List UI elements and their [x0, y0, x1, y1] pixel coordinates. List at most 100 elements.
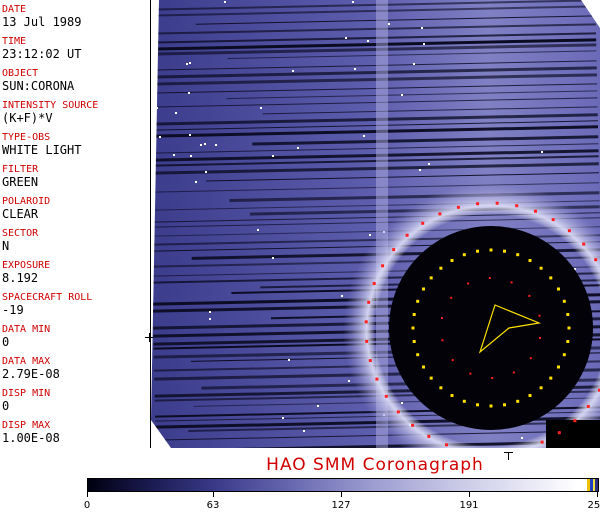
color-bar-overlay-swatch — [587, 479, 598, 491]
cosmic-ray-speck — [303, 430, 305, 432]
grid-mark — [405, 233, 409, 237]
cosmic-ray-speck — [224, 1, 226, 3]
cosmic-ray-speck — [352, 1, 354, 3]
metadata-value: N — [2, 239, 10, 253]
scan-streak — [151, 32, 597, 44]
grid-mark — [538, 314, 541, 317]
grid-mark — [445, 443, 448, 447]
metadata-label: FILTER — [2, 164, 39, 175]
grid-mark — [439, 266, 443, 270]
occulting-disk — [389, 226, 593, 430]
metadata-value: GREEN — [2, 175, 39, 189]
metadata-field: DISP MAX 1.00E-08 — [2, 420, 148, 445]
grid-mark — [451, 359, 454, 362]
scan-streak — [151, 66, 597, 79]
grid-mark — [441, 339, 444, 342]
scan-streak — [151, 23, 596, 35]
cosmic-ray-speck — [363, 135, 365, 137]
cosmic-ray-speck — [421, 27, 423, 29]
grid-mark — [516, 253, 520, 257]
grid-mark — [510, 281, 513, 284]
metadata-field: DATE 13 Jul 1989 — [2, 4, 148, 29]
scan-streak — [151, 120, 598, 131]
scan-streak — [151, 73, 597, 86]
cosmic-ray-speck — [151, 214, 153, 216]
metadata-value: 0 — [2, 335, 10, 349]
grid-mark — [429, 276, 433, 280]
occulter-grid-marks — [364, 201, 600, 447]
grid-mark — [567, 326, 571, 330]
cosmic-ray-speck — [173, 154, 175, 156]
grid-mark — [450, 296, 453, 299]
grid-mark — [441, 317, 443, 320]
cosmic-ray-speck — [369, 234, 371, 236]
grid-mark — [586, 404, 590, 408]
grid-mark — [411, 326, 415, 330]
grid-mark — [597, 388, 600, 392]
grid-mark — [469, 372, 472, 375]
metadata-field: EXPOSURE 8.192 — [2, 260, 148, 285]
grid-mark — [411, 423, 415, 427]
cosmic-ray-speck — [541, 151, 543, 153]
metadata-field: TYPE-OBS WHITE LIGHT — [2, 132, 148, 157]
grid-mark — [438, 212, 442, 216]
metadata-label: TIME — [2, 36, 27, 47]
metadata-field: DATA MAX 2.79E-08 — [2, 356, 148, 381]
color-bar-tick-label: 0 — [83, 500, 91, 511]
cosmic-ray-speck — [257, 229, 259, 231]
metadata-value: SUN:CORONA — [2, 79, 75, 93]
grid-mark — [416, 299, 420, 303]
color-bar-tick — [213, 492, 214, 497]
grid-mark — [462, 253, 466, 257]
metadata-value: 2.79E-08 — [2, 367, 60, 381]
metadata-value: -19 — [2, 303, 24, 317]
occulter-pylon — [546, 420, 600, 448]
cosmic-ray-speck — [272, 155, 274, 157]
metadata-label: DATA MAX — [2, 356, 51, 367]
grid-mark — [528, 294, 531, 297]
grid-mark — [539, 386, 543, 390]
cosmic-ray-speck — [189, 62, 191, 64]
grid-mark — [450, 394, 454, 397]
metadata-label: DISP MIN — [2, 388, 51, 399]
grid-mark — [540, 440, 544, 444]
cosmic-ray-speck — [428, 163, 430, 165]
grid-mark — [503, 403, 506, 407]
metadata-value: 0 — [2, 399, 10, 413]
grid-mark — [476, 202, 480, 206]
panel-divider — [150, 0, 151, 448]
grid-mark — [549, 276, 553, 280]
cosmic-ray-speck — [401, 94, 403, 96]
color-bar-tick — [87, 492, 88, 497]
grid-mark — [551, 218, 555, 222]
grid-mark — [566, 340, 570, 343]
scan-streak — [151, 38, 597, 51]
metadata-label: SECTOR — [2, 228, 39, 239]
metadata-label: INTENSITY SOURCE — [2, 100, 99, 111]
axis-tick — [508, 452, 509, 460]
metadata-value: 13 Jul 1989 — [2, 15, 82, 29]
cosmic-ray-speck — [175, 112, 177, 114]
grid-mark — [450, 259, 454, 262]
metadata-label: TYPE-OBS — [2, 132, 51, 143]
cosmic-ray-speck — [260, 107, 262, 109]
grid-mark — [375, 377, 379, 381]
scan-streak — [151, 125, 599, 138]
cosmic-ray-speck — [297, 147, 299, 149]
grid-mark — [367, 300, 371, 304]
scan-streak — [151, 143, 599, 154]
cosmic-ray-speck — [345, 37, 347, 39]
color-bar-tick — [469, 492, 470, 497]
metadata-field: SPACECRAFT ROLL -19 — [2, 292, 148, 317]
grid-mark — [384, 394, 388, 398]
metadata-field: OBJECT SUN:CORONA — [2, 68, 148, 93]
grid-mark — [512, 371, 515, 374]
cosmic-ray-speck — [367, 40, 369, 42]
grid-mark — [412, 313, 416, 316]
cosmic-ray-speck — [292, 70, 294, 72]
color-bar-tick — [597, 492, 598, 497]
grid-mark — [412, 340, 416, 343]
scan-streak — [151, 97, 598, 108]
cosmic-ray-speck — [209, 318, 211, 320]
scan-streak — [151, 155, 599, 167]
